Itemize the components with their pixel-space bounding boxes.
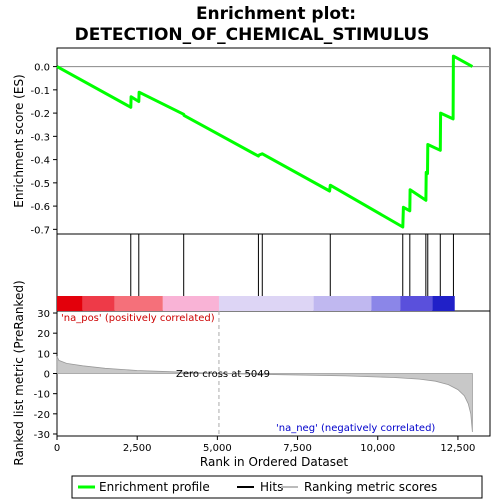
hit-markers [130, 234, 454, 296]
heatmap-segment [114, 296, 163, 311]
top-y-tick-label: -0.5 [30, 179, 50, 190]
heatmap-segment [371, 296, 401, 311]
legend-label-enrichment: Enrichment profile [99, 480, 210, 494]
x-tick-label: 2,500 [123, 443, 152, 454]
ranked-metric-area [56, 356, 473, 433]
top-y-tick-label: -0.6 [30, 202, 50, 213]
pos-correlated-label: 'na_pos' (positively correlated) [61, 313, 215, 324]
heatmap-segment [162, 296, 219, 311]
bottom-axis-ticks: 30 20 10 0 -10 -20 -30 [34, 309, 57, 441]
heatmap-segment [218, 296, 314, 311]
ranked-metric-series [56, 311, 473, 436]
x-tick-label: 7,500 [283, 443, 312, 454]
bottom-y-tick-label: -30 [34, 430, 50, 441]
top-y-tick-label: -0.3 [30, 132, 50, 143]
bottom-y-axis-label: Ranked list metric (PreRanked) [12, 280, 26, 465]
legend-label-hits: Hits [260, 480, 283, 494]
x-tick-label: 12,500 [440, 443, 475, 454]
x-axis-ticks: 0 2,500 5,000 7,500 10,000 12,500 [54, 436, 475, 454]
bottom-y-tick-label: 30 [37, 309, 50, 320]
x-tick-label: 10,000 [360, 443, 395, 454]
top-y-axis-label: Enrichment score (ES) [12, 74, 26, 207]
legend-box [71, 475, 483, 499]
bottom-y-tick-label: 20 [37, 329, 50, 340]
top-y-tick-label: -0.7 [30, 225, 50, 236]
top-y-tick-label: -0.1 [30, 86, 50, 97]
bottom-y-tick-label: 0 [44, 370, 50, 381]
neg-correlated-label: 'na_neg' (negatively correlated) [276, 423, 435, 434]
heatmap-segment [82, 296, 115, 311]
legend-label-ranking: Ranking metric scores [304, 480, 437, 494]
top-panel-frame [56, 47, 491, 235]
bottom-y-tick-label: -20 [34, 410, 50, 421]
bottom-y-tick-label: 10 [37, 349, 50, 360]
bottom-y-tick-label: -10 [34, 390, 50, 401]
es-series [56, 54, 474, 229]
top-y-tick-label: 0.0 [34, 63, 50, 74]
heatmap-segment [57, 296, 83, 311]
heatmap-segment [400, 296, 433, 311]
chart-title-line2: DETECTION_OF_CHEMICAL_STIMULUS [75, 25, 430, 45]
zero-cross-label: Zero cross at 5049 [176, 369, 270, 380]
x-tick-label: 5,000 [203, 443, 232, 454]
rank-heatmap-bar [57, 296, 455, 311]
top-y-tick-label: -0.4 [30, 156, 50, 167]
x-axis-label: Rank in Ordered Dataset [200, 455, 348, 469]
chart-title-line1: Enrichment plot: [196, 4, 356, 24]
x-tick-label: 0 [54, 443, 60, 454]
heatmap-segment [432, 296, 455, 311]
enrichment-profile-line [56, 54, 474, 229]
top-axis-ticks: 0.0 -0.1 -0.2 -0.3 -0.4 -0.5 -0.6 -0.7 [30, 63, 490, 236]
top-y-tick-label: -0.2 [30, 109, 50, 120]
heatmap-segment [313, 296, 372, 311]
